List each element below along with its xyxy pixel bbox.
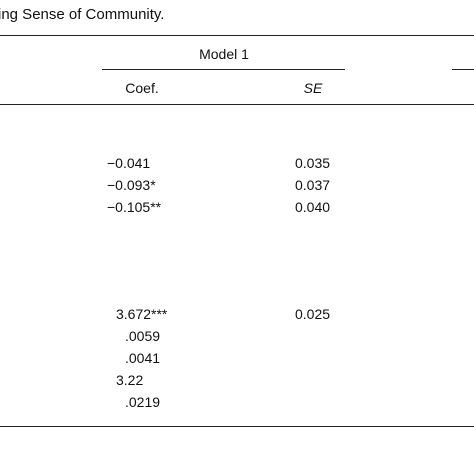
- next-model-underline: [452, 69, 474, 70]
- coef-column-header: Coef.: [125, 80, 159, 96]
- se-cell-4: 0.025: [295, 306, 331, 322]
- coef-cell-5: .0059: [125, 328, 161, 344]
- coef-cell-7: 3.22: [116, 372, 144, 388]
- model-1-underline: [102, 69, 345, 70]
- se-cell-1: 0.035: [295, 155, 331, 171]
- coef-cell-2: −0.093*: [107, 177, 156, 193]
- se-cell-2: 0.037: [295, 177, 331, 193]
- top-rule: [0, 35, 474, 36]
- coef-cell-4: 3.672***: [116, 306, 168, 322]
- se-column-header: SE: [303, 80, 323, 96]
- model-1-header: Model 1: [199, 46, 249, 62]
- coef-cell-8: .0219: [125, 394, 161, 410]
- table-caption: ing Sense of Community.: [0, 6, 165, 23]
- bottom-rule: [0, 426, 474, 427]
- coef-cell-3: −0.105**: [107, 199, 162, 215]
- coef-cell-1: −0.041: [107, 155, 151, 171]
- coef-cell-6: .0041: [125, 350, 161, 366]
- header-bottom-rule: [0, 104, 474, 105]
- se-cell-3: 0.040: [295, 199, 331, 215]
